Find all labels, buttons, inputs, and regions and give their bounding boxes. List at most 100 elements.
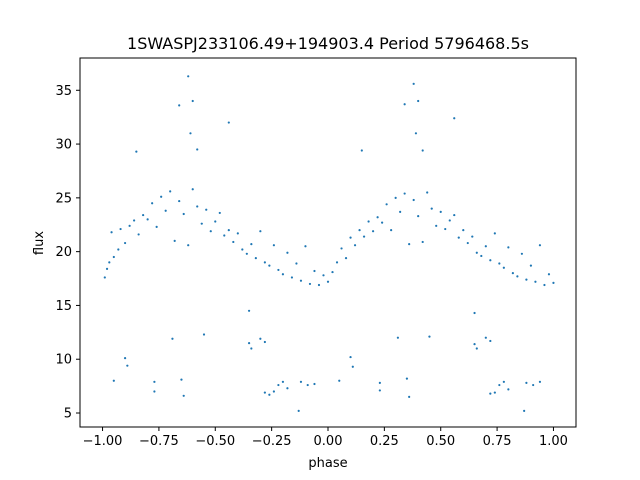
data-point: [344, 257, 348, 260]
data-point: [182, 394, 185, 397]
data-point: [331, 270, 334, 274]
data-point: [507, 388, 510, 391]
data-point: [272, 244, 275, 247]
x-tick-label: −0.50: [195, 434, 235, 449]
data-point: [306, 383, 309, 387]
data-point: [338, 379, 341, 382]
y-tick-label: 15: [55, 299, 72, 314]
data-point: [286, 251, 289, 254]
data-point: [277, 268, 280, 272]
data-point: [534, 280, 537, 283]
data-point: [268, 264, 271, 267]
data-point: [453, 117, 456, 120]
y-tick-label: 10: [55, 353, 72, 368]
data-point: [335, 261, 339, 264]
data-point: [520, 252, 523, 255]
data-point: [297, 409, 300, 412]
data-point: [196, 205, 199, 208]
data-point: [117, 248, 120, 251]
data-point: [227, 121, 230, 124]
data-point: [209, 230, 212, 233]
data-point: [151, 202, 154, 205]
data-point: [110, 231, 113, 234]
data-point: [290, 276, 294, 279]
data-point: [371, 230, 375, 233]
x-tick-label: 1.00: [539, 434, 568, 449]
data-point: [202, 333, 206, 336]
data-point: [218, 211, 221, 215]
data-point: [390, 229, 393, 232]
data-point: [421, 149, 424, 152]
data-point: [405, 377, 409, 380]
data-point: [471, 235, 474, 238]
data-point: [414, 132, 418, 135]
data-point: [525, 381, 528, 384]
data-point: [180, 378, 183, 381]
data-point: [529, 264, 533, 267]
y-tick-label: 20: [55, 245, 72, 260]
data-point: [417, 215, 420, 218]
data-point: [453, 213, 456, 217]
data-point: [286, 387, 289, 390]
data-point: [426, 191, 429, 194]
y-tick-label: 35: [55, 84, 72, 99]
data-point: [358, 229, 361, 232]
x-axis-title: phase: [308, 456, 347, 471]
data-point: [178, 104, 181, 107]
data-point: [137, 233, 140, 236]
data-point: [304, 245, 307, 248]
data-point: [448, 219, 451, 222]
data-point: [547, 273, 551, 276]
data-point: [480, 254, 483, 258]
data-point: [498, 262, 501, 265]
data-point: [119, 227, 122, 231]
x-tick-label: −0.25: [252, 434, 292, 449]
data-point: [412, 198, 415, 202]
data-point: [457, 236, 460, 239]
data-point: [378, 389, 381, 392]
data-point: [250, 243, 253, 246]
x-tick-label: −1.00: [83, 434, 123, 449]
data-point: [135, 150, 138, 153]
y-tick-label: 5: [64, 407, 72, 422]
data-point: [254, 257, 257, 260]
data-point: [399, 210, 402, 213]
data-point: [259, 337, 262, 340]
data-point: [277, 383, 280, 387]
data-point: [430, 207, 433, 210]
x-tick-label: 0.75: [483, 434, 512, 449]
data-point: [360, 149, 363, 152]
data-point: [169, 190, 172, 193]
data-point: [126, 364, 129, 367]
data-point: [268, 393, 271, 396]
data-point: [236, 232, 239, 235]
data-point: [362, 235, 366, 238]
data-point: [412, 82, 415, 85]
data-point: [444, 227, 447, 231]
data-point: [191, 99, 194, 103]
data-point: [403, 103, 406, 106]
data-point: [532, 383, 535, 387]
data-point: [473, 311, 476, 315]
data-point: [552, 281, 555, 284]
points-layer: [103, 75, 555, 412]
data-point: [507, 246, 510, 249]
data-point: [466, 241, 469, 245]
data-point: [250, 347, 253, 350]
data-point: [435, 224, 438, 227]
data-point: [263, 340, 266, 344]
data-point: [493, 232, 496, 235]
data-point: [112, 379, 115, 382]
data-point: [191, 188, 194, 191]
data-point: [105, 267, 109, 270]
x-tick-label: 0.25: [370, 434, 399, 449]
data-point: [396, 336, 399, 339]
data-point: [428, 335, 431, 338]
data-point: [349, 355, 352, 359]
data-point: [153, 380, 156, 383]
data-point: [196, 148, 199, 151]
data-point: [378, 381, 381, 384]
data-point: [187, 75, 190, 78]
data-point: [394, 196, 397, 199]
data-point: [381, 221, 384, 224]
